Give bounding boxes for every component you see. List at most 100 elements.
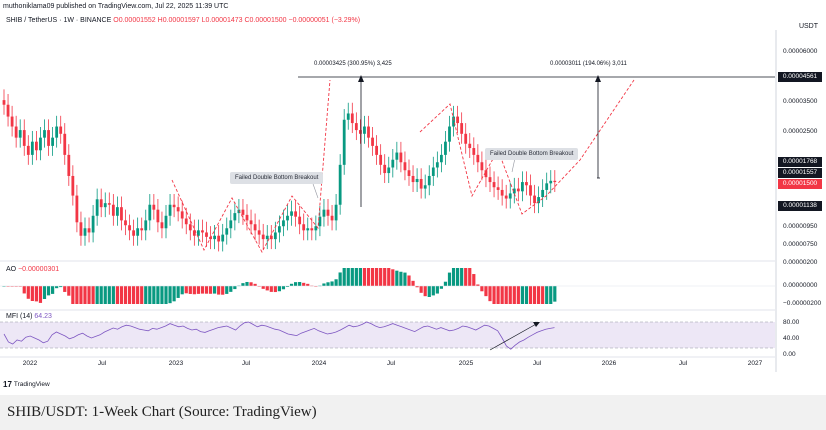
candle-body	[18, 130, 22, 138]
candle-body	[241, 209, 245, 215]
ao-bar	[500, 286, 504, 304]
callout-pointer-right	[511, 157, 516, 173]
candle-body	[87, 228, 91, 233]
candle-body	[136, 228, 140, 236]
candle-body	[229, 220, 233, 229]
candle-body	[290, 211, 293, 216]
ao-bar	[140, 286, 144, 304]
candle-body	[128, 225, 131, 231]
ticker-open: O0.00001552	[113, 17, 156, 24]
mfi-trend-arrow	[489, 322, 539, 351]
candle-body	[379, 154, 383, 165]
candle-body	[30, 141, 34, 155]
candle-body	[91, 215, 95, 233]
ao-bar	[322, 283, 326, 286]
ao-bar	[22, 286, 26, 294]
ao-bar	[528, 286, 533, 304]
candle-body	[2, 100, 6, 105]
ao-bar	[91, 286, 95, 304]
ao-bar	[46, 286, 51, 296]
ao-bar	[200, 286, 205, 294]
ao-bar	[241, 283, 245, 286]
ao-bar	[95, 286, 99, 304]
candle-body	[452, 116, 455, 127]
tv-logo-text: TradingView	[13, 381, 50, 388]
tradingview-logo[interactable]: 17 TradingView	[3, 380, 50, 389]
chart-frame[interactable]: muthoniklama09 published on TradingView.…	[0, 0, 826, 394]
ticker-change: −0.00000051 (−3.29%)	[288, 17, 361, 24]
ao-bar	[407, 275, 411, 286]
ao-bar	[188, 286, 192, 294]
candle-body	[172, 204, 176, 208]
candle-body	[286, 215, 289, 221]
candle-body	[233, 213, 237, 221]
ao-bar	[184, 286, 188, 294]
candle-body	[14, 126, 18, 138]
ao-bar	[516, 286, 520, 304]
candle-body	[456, 116, 459, 124]
candle-body	[363, 126, 366, 134]
price-label-top: 0.00004561	[778, 72, 822, 82]
candle-body	[500, 189, 504, 196]
candle-body	[431, 167, 435, 176]
ao-bar	[265, 286, 269, 291]
mfi-axis-tick: 80.00	[783, 319, 800, 326]
ao-bar	[524, 286, 529, 304]
candle-body	[51, 137, 54, 146]
candle-body	[116, 207, 119, 216]
candle-body	[484, 170, 488, 178]
time-axis-tick: 2027	[748, 360, 763, 367]
projection-path-right	[419, 79, 635, 215]
candle-body	[217, 235, 221, 242]
candle-body	[249, 220, 253, 225]
mfi-name: MFI (14)	[6, 313, 33, 320]
ao-bar	[176, 286, 180, 298]
ao-bar	[354, 268, 358, 286]
candle-body	[375, 145, 378, 155]
price-chart[interactable]: 0.000060000.000045000.000035000.00002500…	[0, 0, 826, 394]
ao-bar	[269, 286, 273, 292]
ao-bar	[111, 286, 115, 304]
ao-bar	[127, 286, 132, 304]
ao-bar	[180, 286, 184, 295]
candle-body	[294, 211, 297, 217]
candle-body	[537, 197, 540, 204]
pattern-label-right: Failed Double Bottom Breakout	[485, 148, 579, 160]
candle-body	[205, 232, 208, 237]
candle-body	[278, 226, 281, 233]
ao-bar	[99, 286, 103, 304]
ao-bar	[273, 286, 277, 293]
ao-bar	[208, 286, 213, 294]
ao-bar	[132, 286, 136, 304]
candle-body	[448, 126, 451, 142]
price-axis-tick: 0.00002500	[783, 128, 818, 135]
candle-body	[342, 119, 346, 165]
ao-bar	[383, 268, 387, 286]
candle-body	[132, 230, 135, 236]
candle-body	[39, 137, 42, 151]
time-axis-tick: 2026	[602, 360, 617, 367]
candle-body	[314, 226, 318, 231]
ao-bar	[152, 286, 156, 304]
currency-label: USDT	[798, 23, 818, 30]
candle-body	[371, 137, 374, 146]
ao-bar	[103, 286, 107, 304]
candle-body	[330, 215, 334, 221]
candle-body	[180, 211, 184, 219]
ao-bar	[148, 286, 152, 304]
price-axis-tick: 0.00000950	[783, 223, 818, 230]
ao-bar	[160, 286, 164, 304]
ticker-close: C0.00001500	[244, 17, 287, 24]
time-axis-tick: Jul	[533, 360, 542, 367]
candle-body	[334, 204, 338, 221]
ao-bar	[415, 286, 419, 288]
mfi-axis-tick: 0.00	[783, 351, 796, 358]
ao-bar	[330, 281, 334, 286]
ao-bar	[504, 286, 508, 304]
candle-body	[237, 209, 241, 214]
candle-body	[553, 180, 557, 183]
candle-body	[529, 185, 532, 196]
candle-body	[22, 130, 26, 146]
candle-body	[480, 162, 484, 171]
mfi-trend-arrowhead	[533, 322, 540, 327]
